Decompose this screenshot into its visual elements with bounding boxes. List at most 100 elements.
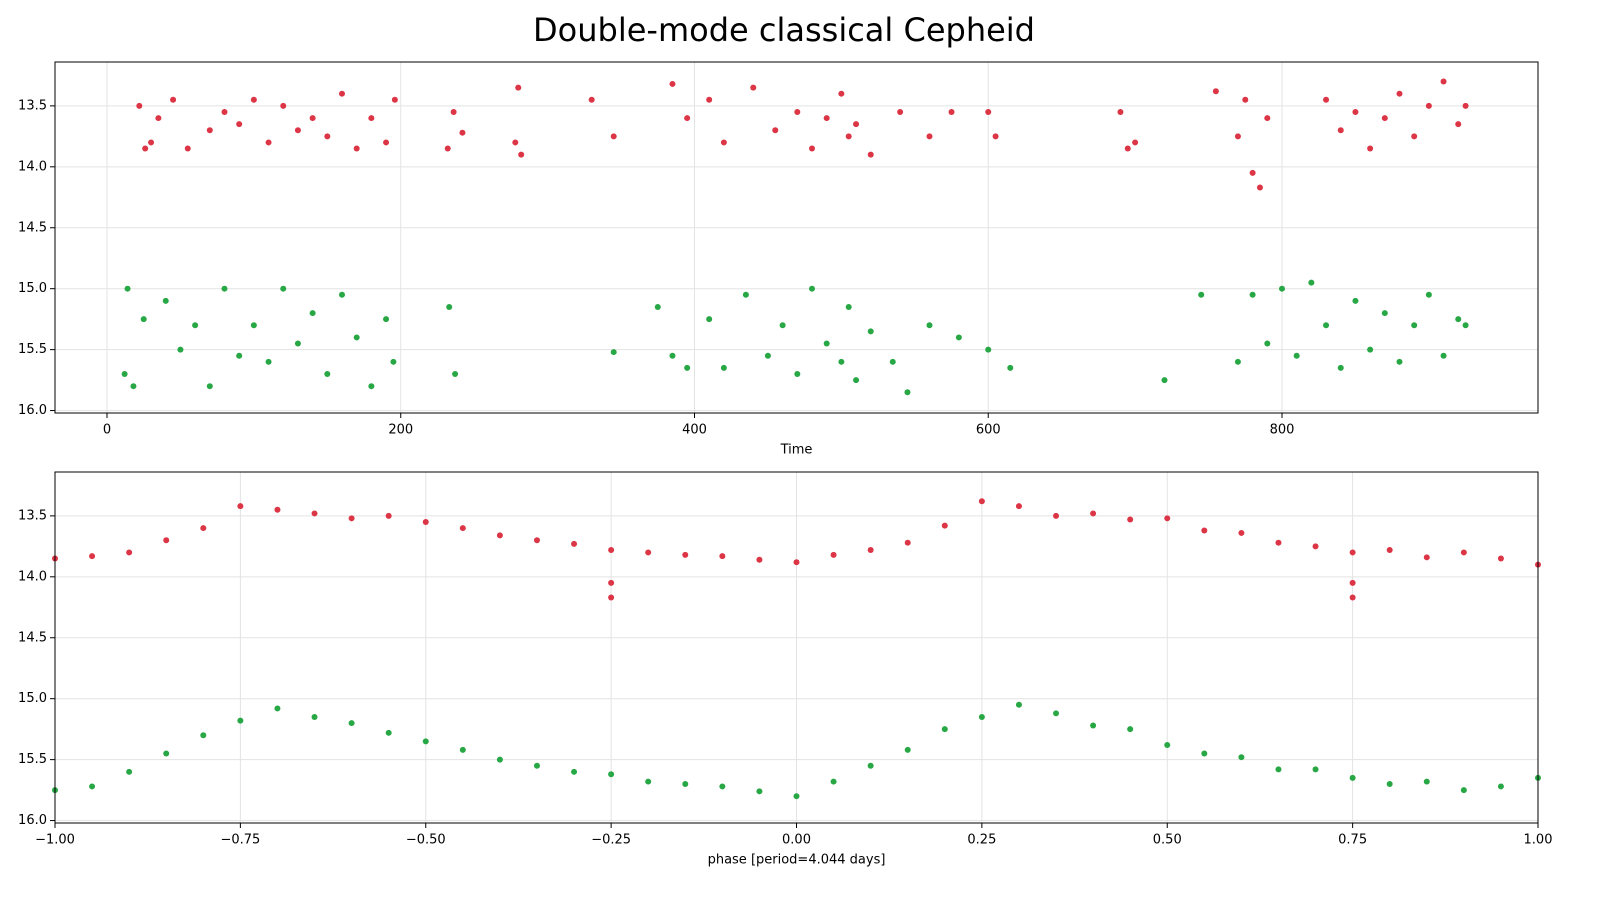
- data-point: [1367, 145, 1374, 152]
- y-tick-label: 13.5: [18, 98, 47, 113]
- data-point: [309, 115, 316, 122]
- data-point: [610, 133, 617, 140]
- data-point: [588, 96, 595, 103]
- data-point: [1462, 102, 1469, 109]
- data-point: [353, 334, 360, 341]
- y-tick-label: 16.0: [18, 403, 47, 418]
- data-point: [422, 518, 429, 525]
- data-point: [1212, 88, 1219, 95]
- y-tick-label: 14.5: [18, 220, 47, 235]
- x-tick-label: 800: [1270, 423, 1295, 438]
- data-point: [1264, 340, 1271, 347]
- data-point: [978, 498, 985, 505]
- data-point: [1275, 539, 1282, 546]
- data-point: [830, 551, 837, 558]
- x-tick-label: 0.00: [782, 833, 811, 848]
- data-point: [124, 285, 131, 292]
- data-point: [756, 556, 763, 563]
- data-point: [265, 139, 272, 146]
- data-point: [130, 383, 137, 390]
- data-point: [955, 334, 962, 341]
- data-point: [706, 96, 713, 103]
- data-point: [1256, 184, 1263, 191]
- data-point: [126, 768, 133, 775]
- y-tick-label: 15.5: [18, 342, 47, 357]
- data-point: [338, 291, 345, 298]
- data-point: [669, 80, 676, 87]
- data-point: [742, 291, 749, 298]
- data-point: [941, 726, 948, 733]
- data-point: [720, 364, 727, 371]
- data-point: [992, 133, 999, 140]
- data-point: [1249, 169, 1256, 176]
- x-tick-label: −0.50: [406, 833, 446, 848]
- data-point: [274, 506, 281, 513]
- data-point: [294, 127, 301, 134]
- data-point: [1198, 291, 1205, 298]
- data-point: [838, 90, 845, 97]
- data-point: [136, 102, 143, 109]
- data-point: [236, 352, 243, 359]
- data-point: [853, 377, 860, 384]
- data-point: [368, 115, 375, 122]
- data-point: [385, 512, 392, 519]
- data-point: [1249, 291, 1256, 298]
- data-point: [719, 783, 726, 790]
- data-point: [1455, 121, 1462, 128]
- data-point: [608, 547, 615, 553]
- data-point: [89, 783, 96, 790]
- data-point: [1312, 766, 1319, 773]
- x-tick-label: 400: [682, 423, 707, 438]
- data-point: [1367, 346, 1374, 353]
- data-point: [353, 145, 360, 152]
- x-tick-label: 0: [103, 423, 111, 438]
- data-point: [496, 756, 503, 763]
- data-point: [309, 310, 316, 317]
- data-point: [1425, 102, 1432, 109]
- data-point: [446, 303, 453, 310]
- data-point: [1455, 316, 1462, 323]
- x-tick-label: 0.25: [967, 833, 996, 848]
- data-point: [1117, 108, 1124, 115]
- data-point: [184, 145, 191, 152]
- y-tick-label: 15.0: [18, 691, 47, 706]
- data-point: [571, 540, 578, 547]
- y-tick-label: 15.0: [18, 281, 47, 296]
- data-point: [1053, 710, 1060, 717]
- data-point: [1352, 108, 1359, 115]
- data-point: [779, 322, 786, 329]
- data-point: [706, 316, 713, 323]
- data-point: [926, 133, 933, 140]
- data-point: [237, 503, 244, 510]
- x-tick-label: 200: [388, 423, 413, 438]
- data-point: [383, 139, 390, 146]
- data-point: [669, 352, 676, 359]
- data-point: [838, 358, 845, 365]
- data-point: [163, 537, 170, 544]
- data-point: [1164, 515, 1171, 522]
- x-tick-label: −1.00: [35, 833, 75, 848]
- data-point: [1440, 78, 1447, 85]
- figure-title: Double-mode classical Cepheid: [533, 11, 1035, 49]
- data-point: [904, 746, 911, 753]
- data-point: [518, 151, 525, 158]
- data-point: [155, 115, 162, 122]
- data-point: [311, 713, 318, 720]
- data-point: [1381, 115, 1388, 122]
- data-point: [206, 127, 213, 134]
- data-point: [192, 322, 199, 329]
- data-point: [280, 102, 287, 109]
- data-point: [1127, 516, 1134, 523]
- data-point: [324, 133, 331, 140]
- data-point: [280, 285, 287, 292]
- data-point: [348, 515, 355, 522]
- data-point: [422, 738, 429, 745]
- x-tick-label: 1.00: [1524, 833, 1553, 848]
- data-point: [1234, 358, 1241, 365]
- data-point: [1293, 352, 1300, 359]
- data-point: [444, 145, 451, 152]
- plot-area: [55, 62, 1538, 413]
- data-point: [200, 525, 207, 532]
- y-tick-label: 13.5: [18, 508, 47, 523]
- data-point: [250, 96, 257, 103]
